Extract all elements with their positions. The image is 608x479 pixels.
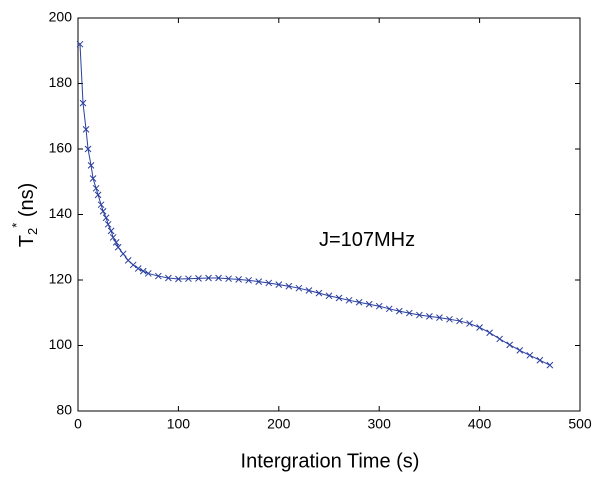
data-marker (97, 201, 105, 209)
data-marker (295, 284, 303, 292)
data-marker (456, 317, 463, 325)
data-marker (139, 267, 147, 275)
data-marker (102, 214, 110, 222)
y-tick-label: 200 (49, 9, 73, 25)
x-tick-label: 400 (468, 416, 492, 432)
data-marker (225, 275, 232, 283)
data-marker (345, 296, 353, 304)
data-marker (496, 335, 504, 343)
x-axis-label: Intergration Time (s) (241, 450, 420, 472)
plot-frame (77, 17, 581, 412)
data-marker (355, 298, 363, 306)
y-tick-label: 180 (49, 74, 73, 90)
data-marker (245, 276, 253, 284)
data-marker (446, 315, 453, 323)
data-marker (119, 250, 127, 258)
data-marker (205, 274, 212, 282)
y-tick-label: 80 (56, 402, 72, 418)
annotation: J=107MHz (319, 229, 415, 251)
data-marker (325, 292, 333, 300)
data-marker (426, 312, 433, 320)
data-marker (385, 305, 393, 313)
data-marker (546, 361, 554, 369)
y-axis-label: T2* (ns) (9, 183, 40, 248)
data-marker (92, 184, 100, 192)
x-tick-label: 300 (368, 416, 392, 432)
data-marker (416, 311, 423, 319)
data-marker (506, 341, 514, 349)
data-marker (375, 302, 383, 310)
y-tick-label: 100 (49, 336, 73, 352)
data-marker (466, 320, 473, 327)
x-tick-label: 500 (568, 416, 592, 432)
data-marker (265, 279, 273, 287)
data-marker (255, 278, 263, 285)
data-marker (109, 234, 117, 241)
x-tick-label: 0 (74, 416, 82, 432)
data-marker (405, 309, 413, 317)
data-marker (335, 294, 343, 302)
data-marker (144, 270, 152, 277)
x-tick-label: 100 (167, 416, 191, 432)
y-tick-label: 120 (49, 271, 73, 287)
data-marker (82, 125, 90, 133)
data-marker (76, 40, 84, 48)
data-marker (185, 275, 192, 283)
y-label-main: T (16, 235, 38, 247)
y-tick-label: 140 (49, 205, 73, 221)
data-marker (516, 347, 524, 354)
data-marker (476, 324, 483, 331)
y-label-sup: * (9, 223, 24, 228)
data-marker (235, 275, 242, 283)
data-marker (486, 329, 493, 337)
data-marker (112, 238, 120, 246)
data-marker (365, 300, 373, 308)
data-marker (315, 289, 323, 297)
data-marker (536, 356, 544, 364)
data-marker (89, 175, 97, 182)
data-marker (526, 351, 534, 359)
data-marker (195, 275, 202, 282)
data-marker (107, 227, 115, 235)
x-tick-label: 200 (267, 416, 291, 432)
data-marker (84, 145, 92, 153)
data-marker (129, 261, 137, 269)
data-marker (305, 287, 313, 294)
data-marker (285, 282, 293, 290)
data-marker (94, 191, 102, 199)
data-marker (395, 307, 403, 315)
y-label-unit: (ns) (16, 183, 38, 223)
data-marker (99, 207, 107, 215)
y-tick-label: 160 (49, 140, 73, 156)
data-marker (104, 220, 112, 228)
data-marker (79, 99, 87, 107)
data-line (79, 44, 551, 366)
data-marker (134, 265, 142, 272)
data-marker (275, 281, 283, 288)
data-marker (215, 274, 222, 282)
y-label-sub: 2 (25, 228, 40, 235)
data-marker (175, 275, 182, 283)
data-marker (87, 162, 95, 169)
data-marker (436, 314, 443, 322)
data-marker (154, 272, 162, 280)
data-marker (114, 243, 122, 251)
data-marker (165, 274, 172, 282)
